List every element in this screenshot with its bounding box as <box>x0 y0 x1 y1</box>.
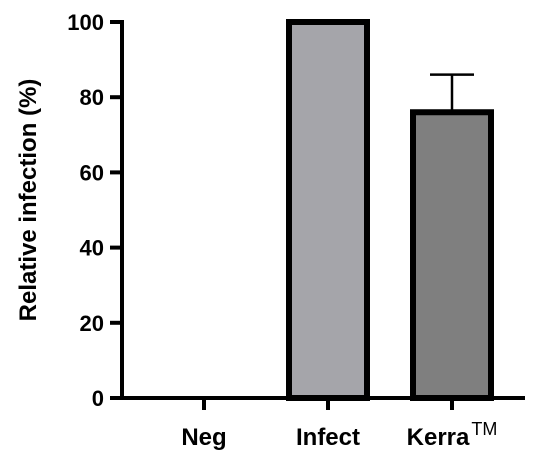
x-tick-label: Kerra TM <box>407 419 498 451</box>
y-tick-label: 40 <box>80 236 104 261</box>
bars <box>286 19 494 402</box>
y-tick-label: 60 <box>80 160 104 185</box>
y-tick-label: 100 <box>67 10 104 35</box>
y-tick-label: 80 <box>80 85 104 110</box>
bar-infect <box>286 19 370 401</box>
x-tick-label: Neg <box>181 424 226 451</box>
y-axis-title: Relative infection (%) <box>15 79 42 322</box>
x-tick-label: Infect <box>296 424 360 451</box>
labels: 0 20 40 60 80 100 Neg Infect Kerra TM <box>67 10 497 451</box>
y-tick-label: 20 <box>80 311 104 336</box>
bar-kerra <box>410 109 494 402</box>
y-tick-label: 0 <box>92 386 104 411</box>
